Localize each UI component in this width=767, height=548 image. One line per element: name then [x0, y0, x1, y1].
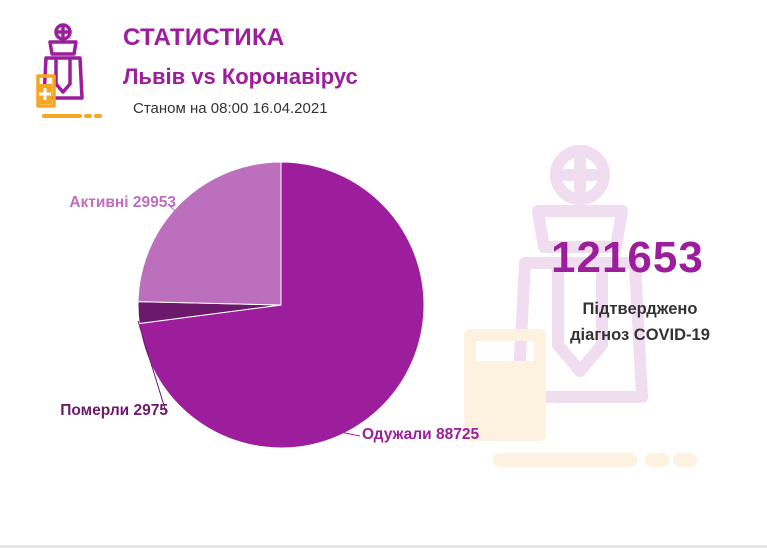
pie-slice-0: [138, 161, 425, 449]
doctor-logo-icon: [36, 23, 102, 118]
total-caption-line1: Підтверджено: [582, 300, 698, 318]
slice-leader-line-0: [329, 429, 361, 437]
doctor-watermark-icon: [464, 145, 697, 467]
slice-label-2: Активні 29953: [69, 194, 176, 211]
pie-chart: Одужали 88725 Померли 2975 Активні 29953: [60, 161, 479, 449]
slice-label-1: Померли 2975: [60, 402, 168, 419]
slice-leader-line-2: [167, 203, 201, 237]
total-confirmed: 121653: [551, 233, 704, 282]
divider: [0, 545, 767, 548]
page-title: СТАТИСТИКА: [123, 24, 285, 51]
pie-slice-2: [137, 161, 282, 306]
slice-label-0: Одужали 88725: [362, 426, 479, 443]
page-subtitle: Львів vs Коронавірус: [123, 64, 358, 89]
total-caption-line2: діагноз COVID-19: [570, 326, 710, 344]
date-label: Станом на 08:00 16.04.2021: [133, 100, 328, 117]
slice-leader-line-1: [137, 320, 167, 413]
total-caption: Підтверджено діагноз COVID-19: [540, 296, 740, 348]
